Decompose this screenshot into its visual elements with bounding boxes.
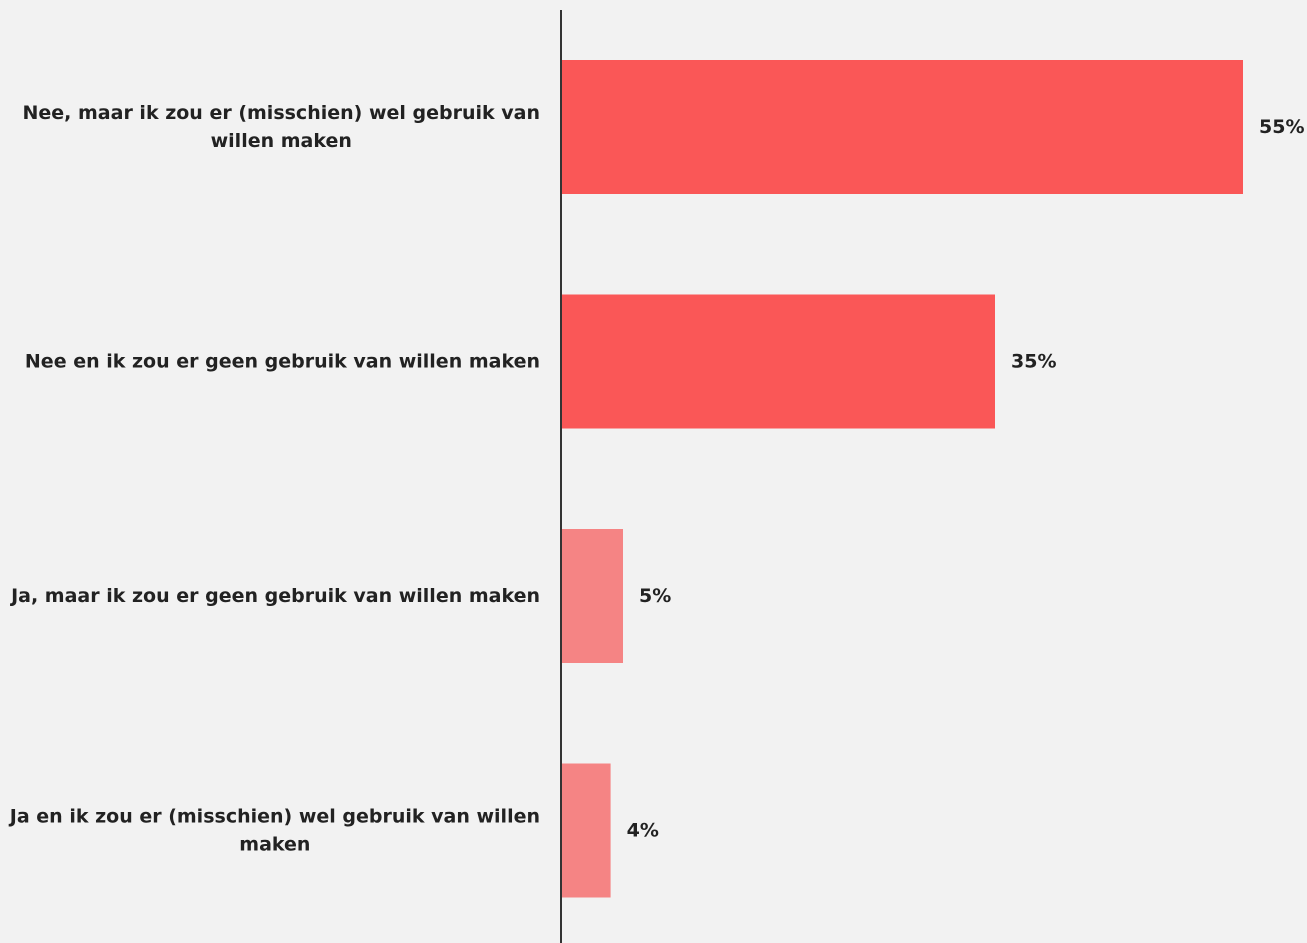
bar-3 (561, 529, 623, 663)
bars-group (561, 60, 1243, 898)
category-label-1: Nee, maar ik zou er (misschien) wel gebr… (23, 102, 541, 152)
value-label-3: 5% (639, 585, 671, 607)
bar-2 (561, 294, 995, 429)
bar-4 (561, 763, 611, 898)
value-label-4: 4% (627, 820, 659, 842)
value-label-2: 35% (1011, 351, 1056, 373)
category-labels-group: Nee, maar ik zou er (misschien) wel gebr… (8, 102, 540, 856)
category-label-2: Nee en ik zou er geen gebruik van willen… (25, 351, 540, 373)
category-label-4: Ja en ik zou er (misschien) wel gebruik … (8, 806, 540, 856)
category-label-3: Ja, maar ik zou er geen gebruik van will… (9, 585, 540, 607)
value-label-1: 55% (1259, 116, 1304, 138)
bar-1 (561, 60, 1243, 194)
value-labels-group: 55% 35% 5% 4% (627, 116, 1305, 842)
